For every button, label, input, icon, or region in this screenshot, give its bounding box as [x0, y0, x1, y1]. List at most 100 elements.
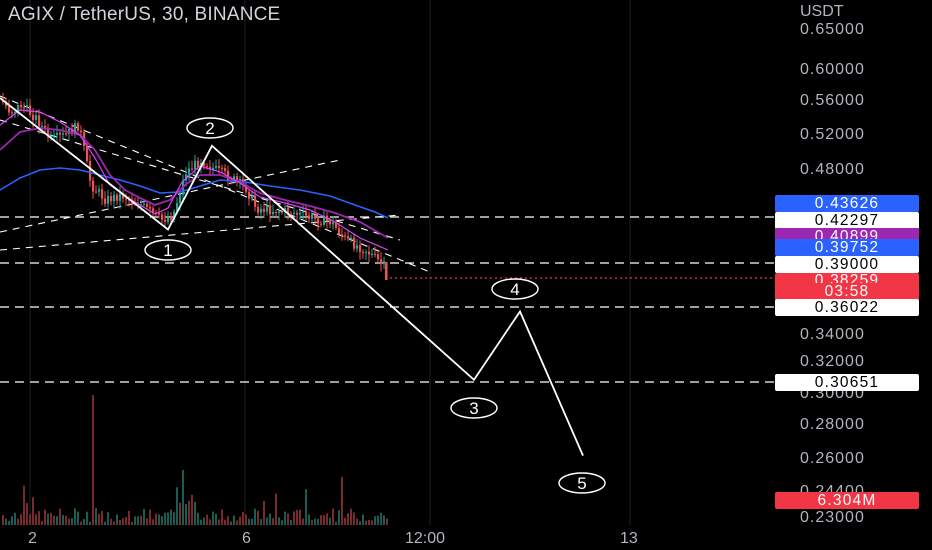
volume-bar — [107, 512, 109, 525]
candle-body — [194, 160, 197, 170]
volume-bar — [338, 510, 340, 525]
symbol-title[interactable]: AGIX / TetherUS, 30, BINANCE — [8, 4, 281, 25]
volume-bar — [305, 489, 307, 525]
volume-bar — [74, 508, 76, 525]
candle-body — [218, 165, 221, 168]
wave-label-text: 2 — [205, 119, 214, 138]
candle-body — [104, 198, 107, 204]
candle-body — [212, 167, 215, 170]
candle-body — [257, 206, 260, 213]
volume-bar — [176, 487, 178, 525]
candle-body — [293, 212, 296, 214]
volume-bar — [77, 511, 79, 525]
volume-bar — [179, 502, 181, 525]
candle-body — [5, 102, 8, 106]
volume-bar — [242, 511, 244, 525]
volume-bar — [203, 517, 205, 525]
candle-body — [224, 168, 227, 171]
volume-bar — [188, 500, 190, 525]
y-tick-label: 0.26000 — [800, 450, 865, 467]
level-price-tag: 0.42297 — [775, 212, 919, 229]
candle-body — [29, 105, 32, 115]
volume-bar — [152, 519, 154, 525]
candle-body — [314, 214, 317, 219]
volume-bar — [263, 500, 265, 525]
volume-bar — [122, 518, 124, 525]
candle-body — [317, 218, 320, 224]
volume-bar — [14, 512, 16, 525]
volume-bar — [161, 516, 163, 525]
candle-body — [362, 251, 365, 253]
ma-blue-price-tag: 0.39752 — [775, 239, 919, 256]
candle-body — [119, 193, 122, 201]
volume-bar — [158, 514, 160, 525]
candle-body — [332, 222, 335, 225]
candle-body — [86, 146, 89, 161]
volume-bar — [143, 508, 145, 525]
volume-bar — [113, 521, 115, 525]
volume-bar — [227, 516, 229, 525]
volume-bar — [137, 516, 139, 525]
volume-bar — [29, 514, 31, 525]
candle-body — [47, 127, 50, 137]
volume-bar — [281, 520, 283, 525]
volume-bar — [290, 520, 292, 525]
candle-body — [44, 125, 47, 128]
volume-bar — [230, 521, 232, 525]
volume-bar — [260, 519, 262, 525]
volume-bar — [350, 508, 352, 525]
wave-label-circle — [558, 472, 606, 494]
candle-body — [107, 196, 110, 204]
volume-bar — [95, 508, 97, 525]
candle-body — [263, 208, 266, 212]
candle-body — [173, 211, 176, 220]
volume-bar — [173, 512, 175, 525]
candle-body — [158, 213, 161, 215]
y-tick-label: 0.32000 — [800, 353, 865, 370]
candle-body — [113, 194, 116, 202]
volume-bar — [50, 512, 52, 525]
volume-bar — [164, 512, 166, 525]
volume-bar — [149, 509, 151, 525]
candle-body — [287, 207, 290, 214]
candle-body — [299, 212, 302, 215]
volume-bar — [365, 520, 367, 525]
candle-body — [170, 217, 173, 220]
volume-bar — [275, 493, 277, 525]
volume-bar — [98, 513, 100, 525]
volume-bar — [311, 519, 313, 525]
volume-bar — [194, 501, 196, 525]
volume-bar — [314, 518, 316, 525]
volume-bar — [335, 521, 337, 525]
candle-body — [233, 176, 236, 181]
volume-bar — [332, 508, 334, 525]
volume-bar — [182, 470, 184, 525]
volume-bar — [320, 515, 322, 525]
volume-bar — [62, 515, 64, 525]
candle-body — [254, 195, 257, 207]
candle-body — [338, 227, 341, 235]
volume-bar — [272, 518, 274, 525]
candle-body — [80, 130, 83, 133]
wave-path — [0, 97, 584, 456]
volume-bar — [146, 518, 148, 525]
volume-bar — [239, 516, 241, 525]
ma-line-magenta — [0, 109, 389, 251]
wave-label-text: 1 — [163, 241, 172, 260]
volume-bar — [251, 518, 253, 525]
volume-bar — [32, 497, 34, 525]
candle-body — [251, 195, 254, 199]
volume-bar — [26, 502, 28, 525]
volume-bar — [47, 513, 49, 525]
volume-bar — [302, 518, 304, 525]
candle-body — [11, 112, 14, 114]
candle-body — [269, 205, 272, 215]
volume-bar — [215, 513, 217, 525]
volume-bar — [125, 517, 127, 525]
volume-bar — [128, 510, 130, 525]
candle-body — [248, 191, 251, 199]
candle-body — [35, 115, 38, 121]
y-tick-label: 0.34000 — [800, 326, 865, 343]
candle-body — [89, 160, 92, 181]
